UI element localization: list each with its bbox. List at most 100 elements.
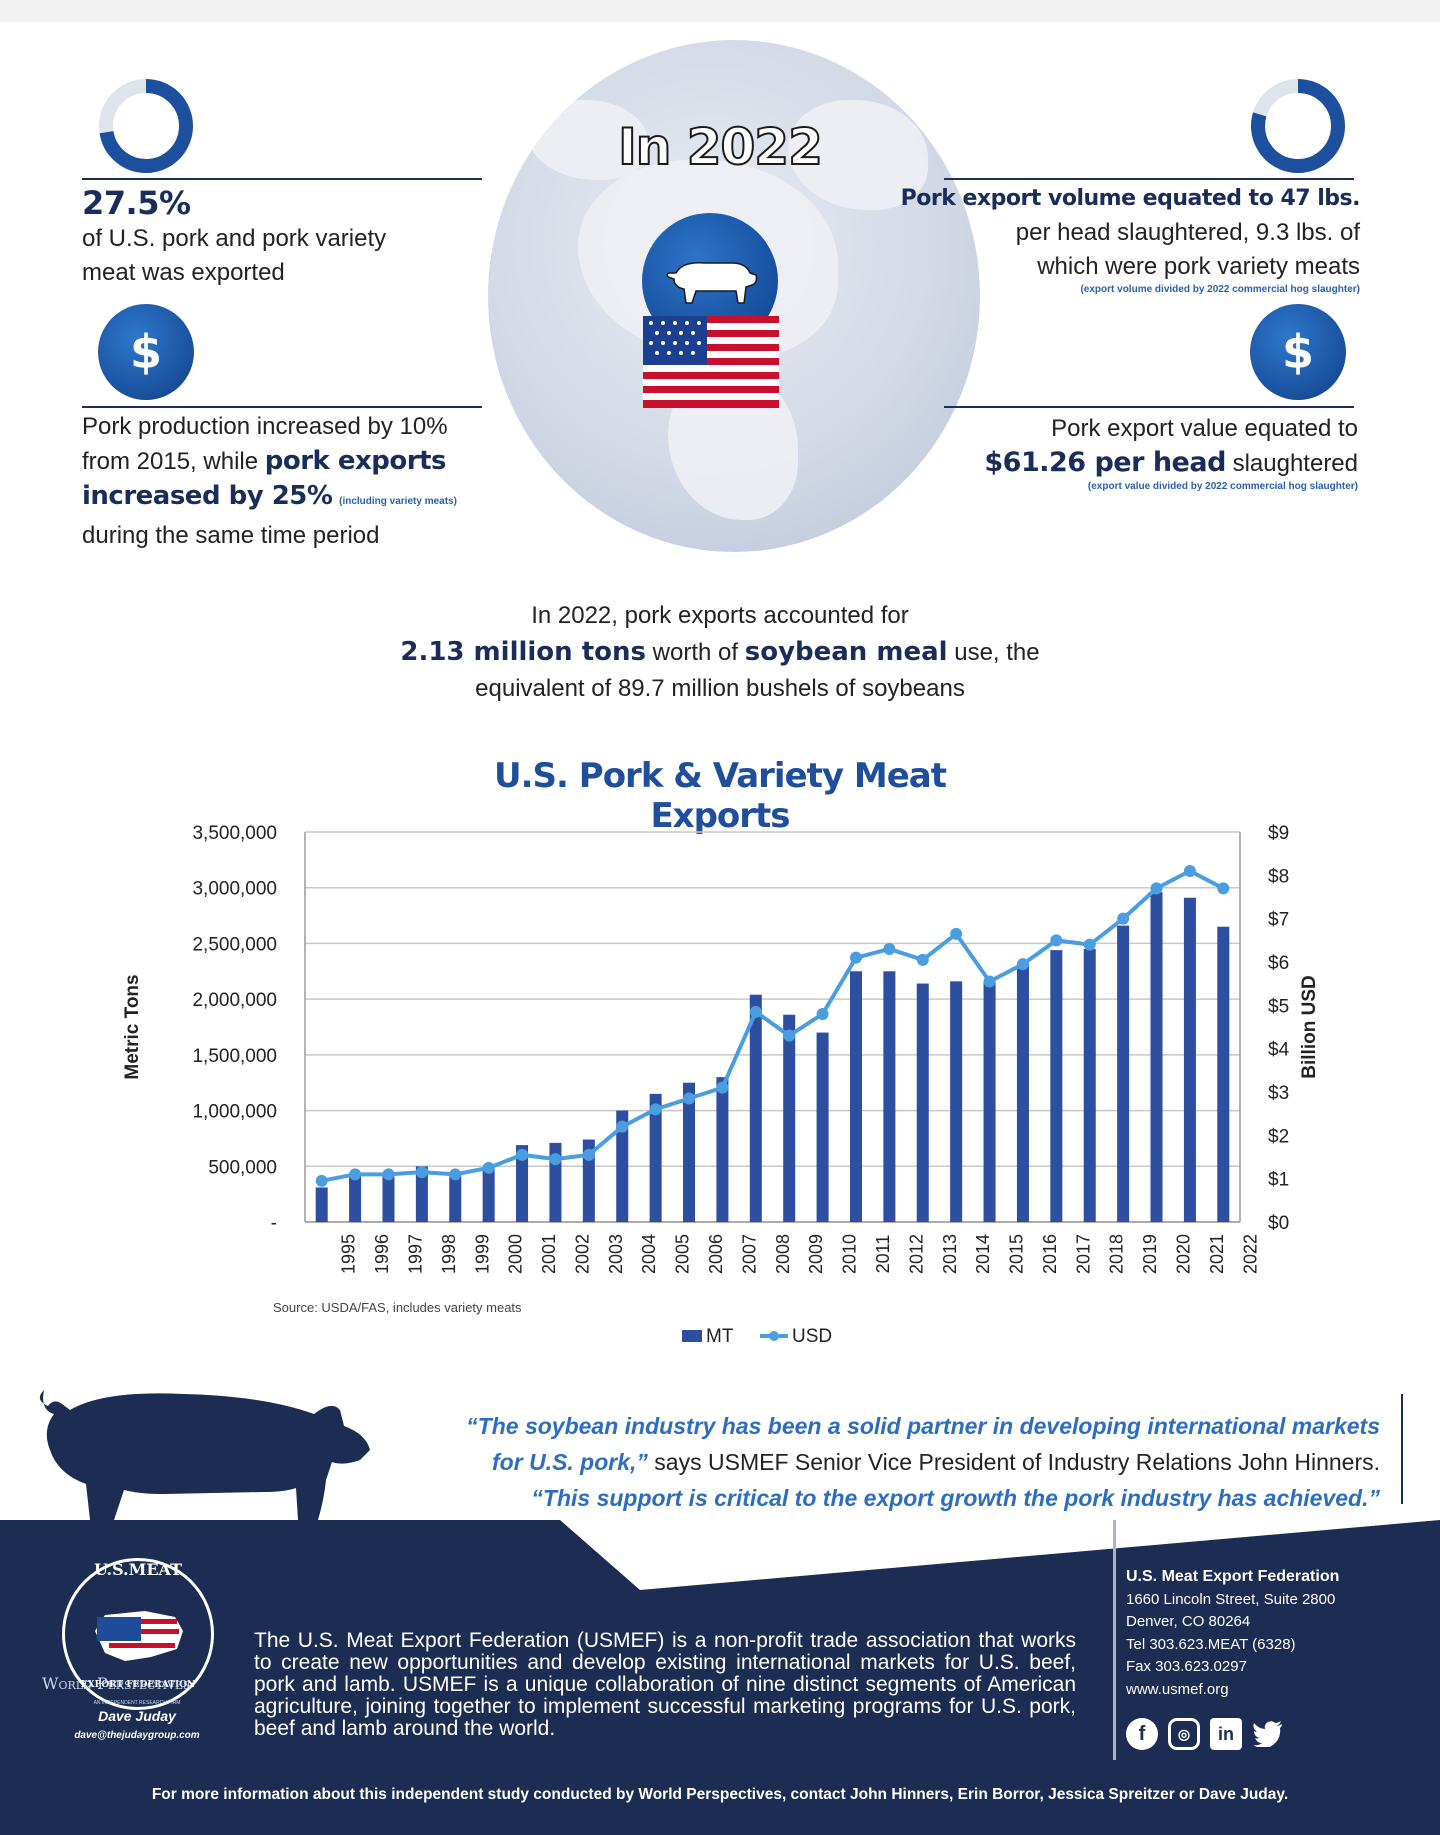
bar-mt: [1217, 926, 1230, 1222]
x-tick-label: 2007: [739, 1234, 759, 1274]
x-tick-label: 2018: [1107, 1234, 1127, 1274]
x-tick-label: 1999: [472, 1234, 492, 1274]
contact-name: Dave Juday: [98, 1708, 176, 1724]
bar-mt: [315, 1187, 328, 1222]
y2-tick-label: $9: [1268, 823, 1289, 844]
y2-tick-label: $4: [1268, 1040, 1290, 1061]
footer-wedge: [0, 1520, 1440, 1620]
point-usd: [1050, 934, 1063, 947]
y-tick-label: 3,500,000: [192, 823, 277, 844]
x-tick-label: 2022: [1240, 1234, 1260, 1274]
y2-axis-title: Billion USD: [1299, 975, 1320, 1078]
y2-tick-label: $5: [1268, 996, 1289, 1017]
bar-mt: [415, 1166, 428, 1222]
bar-mt: [950, 981, 963, 1222]
org-name: U.S. Meat Export Federation: [1126, 1568, 1340, 1585]
address-line1: 1660 Lincoln Street, Suite 2800: [1126, 1590, 1336, 1608]
quote-line1: “The soybean industry has been a solid p…: [466, 1413, 1380, 1439]
soy-tail: use, the: [947, 639, 1040, 666]
quote-divider: [1401, 1394, 1403, 1504]
usmef-about-text: The U.S. Meat Export Federation (USMEF) …: [254, 1629, 1076, 1740]
point-usd: [1183, 865, 1196, 877]
y-tick-label: -: [271, 1213, 277, 1234]
stat-production-growth: Pork production increased by 10% from 20…: [82, 410, 552, 553]
point-usd: [883, 943, 896, 955]
stat-exported-pct: 27.5% of U.S. pork and pork variety meat…: [82, 184, 482, 290]
point-usd: [649, 1103, 662, 1116]
soy-line3: equivalent of 89.7 million bushels of so…: [475, 675, 965, 702]
y2-tick-label: $0: [1268, 1213, 1289, 1234]
y2-tick-label: $2: [1268, 1126, 1289, 1147]
donut-ring-icon: [1251, 79, 1345, 173]
twitter-icon[interactable]: [1252, 1718, 1284, 1750]
linkedin-icon[interactable]: in: [1210, 1718, 1242, 1750]
footnote: For more information about this independ…: [151, 1786, 1289, 1803]
stat-line4: during the same time period: [82, 522, 380, 549]
y-axis-title: Metric Tons: [122, 974, 143, 1079]
point-usd: [1083, 938, 1096, 951]
x-tick-label: 1996: [372, 1234, 392, 1274]
x-tick-label: 2019: [1140, 1234, 1160, 1274]
stat-note: (export value divided by 2022 commercial…: [1087, 481, 1358, 492]
point-usd: [816, 1008, 829, 1020]
stat-line3-note: (including variety meats): [339, 496, 457, 507]
stat-text-line1: of U.S. pork and pork variety: [82, 225, 387, 252]
bar-mt: [1050, 950, 1063, 1222]
line-usd: [321, 868, 1225, 1183]
divider-rule: [944, 406, 1354, 408]
stat-note: (export volume divided by 2022 commercia…: [1080, 284, 1360, 295]
x-tick-label: 2016: [1040, 1234, 1060, 1274]
facebook-icon[interactable]: f: [1126, 1718, 1158, 1750]
divider-rule: [82, 178, 482, 180]
x-tick-label: 2002: [572, 1234, 592, 1274]
stat-line2-prefix: from 2015, while: [82, 448, 265, 475]
donut-ring-icon: [99, 79, 193, 173]
emblem-title: U.S.MEAT: [94, 1560, 182, 1579]
bar-mt: [1016, 962, 1029, 1222]
soybean-statement: In 2022, pork exports accounted for 2.13…: [330, 598, 1110, 707]
x-tick-label: 2006: [706, 1234, 726, 1274]
point-usd: [482, 1161, 495, 1174]
y2-tick-label: $1: [1268, 1170, 1289, 1191]
stat-text-line2: meat was exported: [82, 259, 285, 286]
y2-tick-label: $6: [1268, 953, 1289, 974]
stat-bold: $61.26 per head: [984, 447, 1226, 478]
point-usd: [516, 1148, 529, 1161]
instagram-icon[interactable]: ◎: [1168, 1718, 1200, 1750]
bar-mt: [749, 994, 762, 1222]
dollar-coin-icon: $: [98, 304, 194, 400]
stat-line2: per head slaughtered, 9.3 lbs. of: [1015, 219, 1360, 246]
quote-block: “The soybean industry has been a solid p…: [380, 1408, 1380, 1516]
stat-line3-bold: increased by 25%: [82, 481, 333, 511]
bar-mt: [816, 1032, 829, 1222]
x-tick-label: 2009: [806, 1234, 826, 1274]
quote-line3: “This support is critical to the export …: [531, 1485, 1380, 1511]
y-tick-label: 1,500,000: [192, 1046, 277, 1067]
pork-exports-chart: - 500,000 1,000,000 1,500,000 2,000,000 2,500…: [122, 823, 1320, 1347]
point-usd: [315, 1174, 328, 1187]
y-tick-label: 2,000,000: [192, 990, 277, 1011]
bar-mt: [716, 1077, 729, 1222]
x-tick-label: 2015: [1007, 1234, 1027, 1274]
x-tick-label: 2008: [773, 1234, 793, 1274]
globe-title: In 2022: [617, 117, 824, 177]
wp-tagline: AN INDEPENDENT RESEARCH FIRM: [93, 1700, 181, 1706]
website-link[interactable]: www.usmef.org: [1126, 1680, 1229, 1698]
point-usd: [950, 927, 963, 940]
stat-line3: which were pork variety meats: [1037, 253, 1360, 280]
point-usd: [1150, 882, 1163, 895]
quote-line2-q: for U.S. pork,”: [492, 1449, 648, 1475]
contact-email[interactable]: dave@thejudaygroup.com: [74, 1730, 200, 1741]
x-tick-label: 1997: [405, 1234, 425, 1274]
x-tick-label: 2003: [606, 1234, 626, 1274]
bar-mt: [516, 1145, 529, 1222]
chart-source: Source: USDA/FAS, includes variety meats: [273, 1300, 522, 1315]
legend-marker-usd: [769, 1331, 779, 1341]
point-usd: [849, 951, 862, 964]
bar-mt: [683, 1082, 696, 1222]
bar-mt: [1117, 925, 1130, 1222]
soy-bold2: soybean meal: [744, 637, 948, 667]
bar-mt: [849, 971, 862, 1222]
y-tick-label: 500,000: [208, 1157, 277, 1178]
point-usd: [616, 1120, 629, 1133]
